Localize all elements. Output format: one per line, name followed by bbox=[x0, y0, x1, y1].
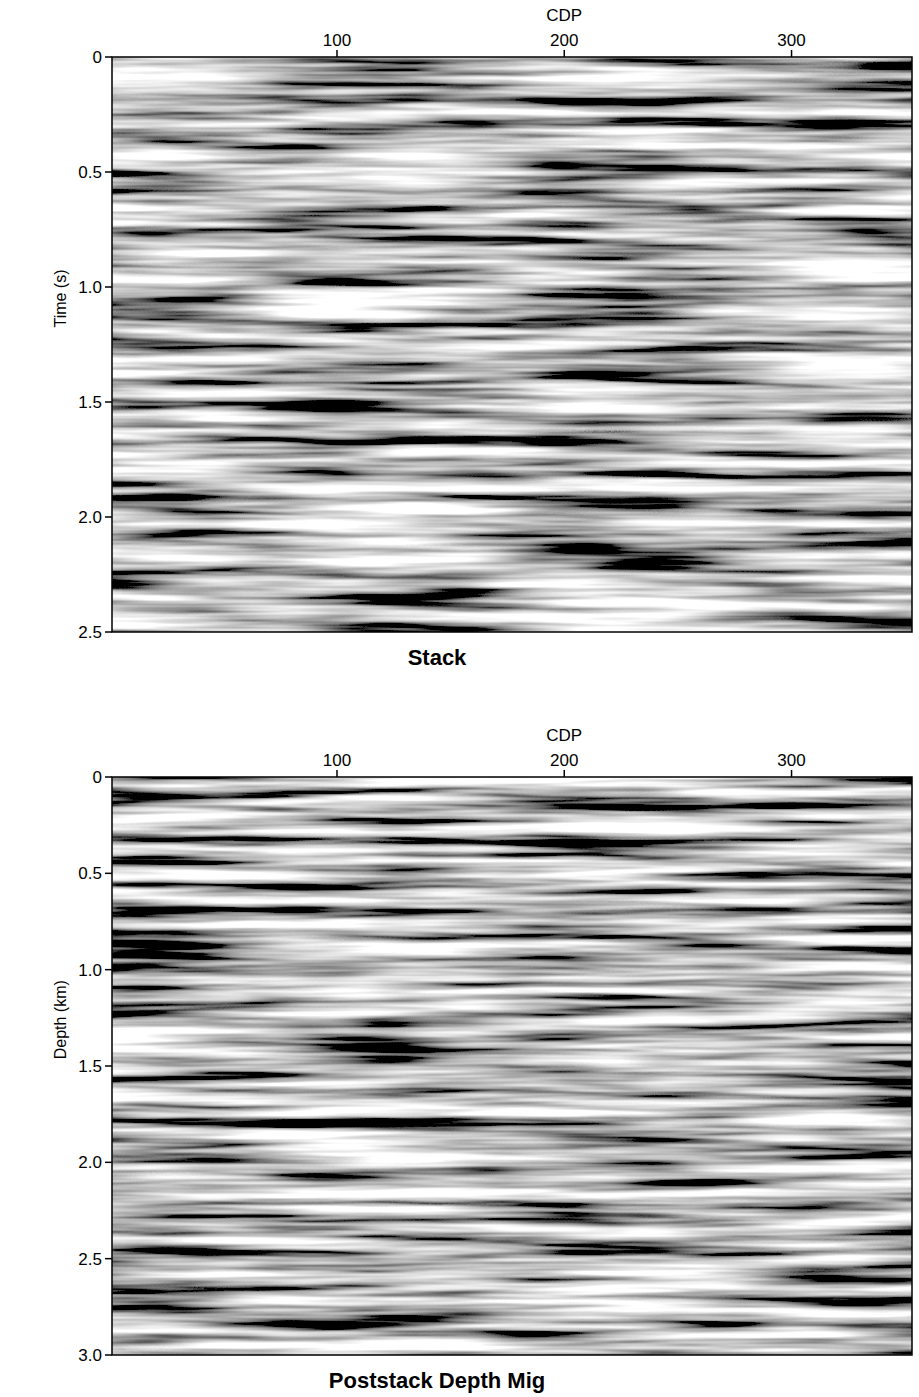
y-tick-label: 2.5 bbox=[78, 1250, 102, 1269]
x-tick bbox=[564, 50, 566, 57]
plot-frame bbox=[112, 57, 912, 632]
y-tick bbox=[105, 873, 112, 875]
plot-area bbox=[112, 57, 912, 632]
y-axis-title: Time (s) bbox=[52, 269, 69, 327]
y-tick bbox=[105, 1162, 112, 1164]
x-tick-label: 200 bbox=[550, 751, 578, 770]
y-tick-label: 2.0 bbox=[78, 1153, 102, 1172]
y-tick-label: 1.0 bbox=[78, 961, 102, 980]
y-tick bbox=[105, 56, 112, 58]
y-tick-label: 3.0 bbox=[78, 1346, 102, 1365]
y-tick bbox=[105, 1354, 112, 1356]
y-tick bbox=[105, 171, 112, 173]
y-tick-label: 0 bbox=[93, 768, 102, 787]
x-tick-label: 200 bbox=[550, 31, 578, 50]
panel: 100 200 300 CDP 0 0.5 1.0 1.5 2.0 2.5 Time (s) Stac… bbox=[52, 6, 912, 670]
y-tick bbox=[105, 1258, 112, 1260]
x-tick bbox=[336, 770, 338, 777]
page: 100 200 300 CDP 0 0.5 1.0 1.5 2.0 2.5 Time (s) Stac… bbox=[0, 0, 919, 1397]
y-tick-label: 1.5 bbox=[78, 393, 102, 412]
y-tick bbox=[105, 1065, 112, 1067]
y-tick-label: 0 bbox=[93, 48, 102, 67]
y-tick-label: 0.5 bbox=[78, 864, 102, 883]
y-tick-label: 1.5 bbox=[78, 1057, 102, 1076]
x-tick bbox=[336, 50, 338, 57]
y-tick-label: 1.0 bbox=[78, 278, 102, 297]
x-tick-label: 300 bbox=[777, 31, 805, 50]
y-tick-label: 2.0 bbox=[78, 508, 102, 527]
y-tick bbox=[105, 401, 112, 403]
y-tick-label: 2.5 bbox=[78, 623, 102, 642]
x-tick bbox=[791, 50, 793, 57]
plot-frame bbox=[112, 777, 912, 1355]
panel: 100 200 300 CDP 0 0.5 1.0 1.5 2.0 2.5 3.0 Depth (km… bbox=[52, 726, 912, 1393]
y-tick bbox=[105, 516, 112, 518]
y-tick bbox=[105, 969, 112, 971]
seismic-image bbox=[112, 57, 912, 632]
x-tick bbox=[564, 770, 566, 777]
panel-title: Poststack Depth Mig bbox=[329, 1368, 545, 1393]
x-tick-label: 100 bbox=[323, 751, 351, 770]
seismic-image bbox=[112, 777, 912, 1355]
x-axis-title: CDP bbox=[546, 6, 582, 25]
x-tick bbox=[791, 770, 793, 777]
x-tick-label: 100 bbox=[323, 31, 351, 50]
x-tick-label: 300 bbox=[777, 751, 805, 770]
panel-title: Stack bbox=[408, 645, 467, 670]
y-tick bbox=[105, 286, 112, 288]
y-tick bbox=[105, 631, 112, 633]
y-axis-title: Depth (km) bbox=[52, 980, 69, 1059]
y-tick bbox=[105, 776, 112, 778]
plot-area bbox=[112, 777, 912, 1355]
x-axis-title: CDP bbox=[546, 726, 582, 745]
y-tick-label: 0.5 bbox=[78, 163, 102, 182]
